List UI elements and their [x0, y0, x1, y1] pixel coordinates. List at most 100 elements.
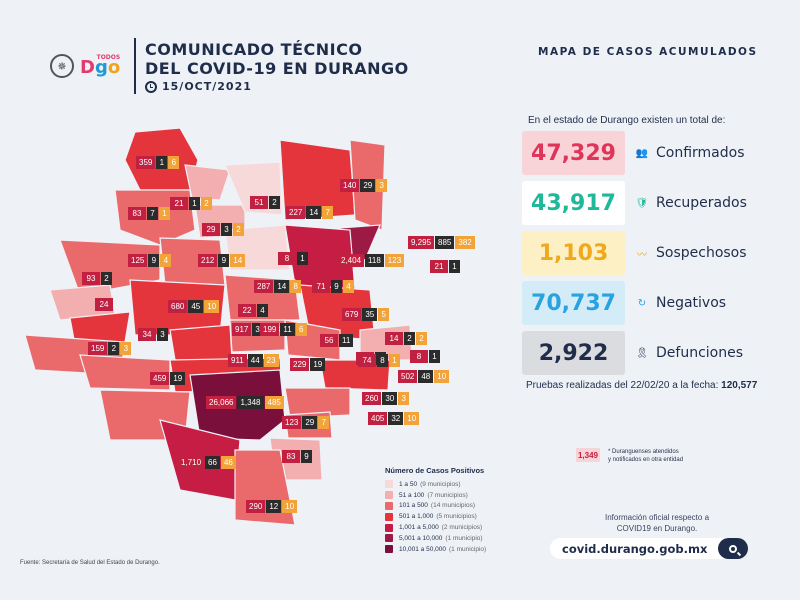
confirmados-value: 34 — [138, 328, 156, 341]
municipio-g-mez-palacio: 9,295 885 382 — [408, 236, 475, 249]
stat-value: 1,103 — [522, 231, 625, 275]
defunciones-value: 30 — [382, 392, 398, 405]
sospechosos-value: 46 — [220, 456, 236, 469]
confirmados-value: 229 — [290, 358, 310, 371]
municipio-durango: 26,066 1,348 485 — [206, 396, 284, 409]
legend-range: 501 a 1,000 — [399, 513, 434, 521]
confirmados-value: 21 — [430, 260, 448, 273]
confirmados-value: 24 — [95, 298, 113, 311]
stat-label: Defunciones — [656, 345, 744, 361]
confirmados-value: 83 — [282, 450, 300, 463]
confirmados-value: 140 — [340, 179, 360, 192]
defunciones-value: 4 — [257, 304, 268, 317]
intro-text: En el estado de Durango existen un total… — [528, 115, 726, 126]
sospechosos-value: 8 — [290, 280, 302, 293]
state-seal-icon: ✵ — [50, 54, 74, 78]
defunciones-value: 29 — [302, 416, 318, 429]
confirmados-value: 14 — [385, 332, 403, 345]
stat-sospechosos: 1,103 〰 Sospechosos — [522, 231, 762, 275]
site-url[interactable]: covid.durango.gob.mx — [562, 541, 708, 556]
confirmados-value: 260 — [362, 392, 382, 405]
confirmados-value: 680 — [168, 300, 188, 313]
region-otaez — [79, 354, 171, 391]
municipio-lerdo: 2,404 118 123 — [338, 254, 405, 267]
municipio-s-chil: 83 9 — [282, 450, 312, 463]
defunciones-value: 44 — [247, 354, 263, 367]
confirmados-value: 8 — [278, 252, 296, 265]
municipio-rodeo: 287 14 8 — [254, 280, 302, 293]
sospechosos-value: 10 — [282, 500, 298, 513]
defunciones-value: 1 — [189, 197, 200, 210]
defunciones-value: 45 — [188, 300, 204, 313]
stat-label: Confirmados — [656, 145, 745, 161]
legend-count: (7 municipios) — [427, 491, 468, 499]
municipio-coneto-de-comonfort: 199 11 6 — [260, 323, 307, 336]
confirmados-value: 83 — [128, 207, 146, 220]
defunciones-value: 1 — [429, 350, 440, 363]
municipio-ot-ez: 159 2 3 — [88, 342, 132, 355]
municipio-san-luis-del-cordero: 21 1 — [430, 260, 460, 273]
sospechosos-value: 10 — [204, 300, 220, 313]
sospechosos-value: 5 — [378, 308, 390, 321]
stat-confirmados: 47,329 👥 Confirmados — [522, 131, 762, 175]
confirmados-value: 287 — [254, 280, 274, 293]
confirmados-value: 51 — [250, 196, 268, 209]
defunciones-value: 7 — [147, 207, 158, 220]
confirmados-value: 159 — [88, 342, 108, 355]
defunciones-value: 2 — [108, 342, 120, 355]
sospechosos-value: 4 — [160, 254, 172, 267]
legend-title: Número de Casos Positivos — [385, 466, 485, 475]
municipio-vicente-guerrero: 405 32 10 — [368, 412, 420, 425]
stat-recuperados: 43,917 🛡 Recuperados — [522, 181, 762, 225]
stat-label: Recuperados — [656, 195, 747, 211]
sospechosos-value: 10 — [404, 412, 420, 425]
stat-defunciones: 2,922 🎗 Defunciones — [522, 331, 762, 375]
municipio-ocampo: 359 1 6 — [136, 156, 180, 169]
url-pill[interactable]: covid.durango.gob.mx — [550, 538, 748, 559]
municipio-mezquital: 290 12 10 — [246, 500, 298, 513]
municipio-mapim-: 227 14 7 — [286, 206, 334, 219]
legend-count: (1 municipio) — [445, 534, 483, 542]
defunciones-value: 3 — [221, 223, 232, 236]
sospechosos-value: 123 — [384, 254, 405, 267]
municipio-pueblo-nuevo: 1,710 66 46 — [178, 456, 236, 469]
refresh-icon: ↻ — [637, 297, 647, 309]
legend-item: 1 a 50 (9 municipios) — [385, 479, 486, 490]
legend-swatch — [385, 512, 393, 521]
confirmados-value: 679 — [342, 308, 362, 321]
defunciones-value: 118 — [365, 254, 384, 267]
defunciones-value: 12 — [266, 500, 282, 513]
confirmados-value: 359 — [136, 156, 156, 169]
sospechosos-value: 6 — [168, 156, 180, 169]
municipio-poanas: 260 30 3 — [362, 392, 410, 405]
defunciones-value: 1 — [297, 252, 308, 265]
confirmados-value: 502 — [398, 370, 418, 383]
defunciones-value: 2 — [269, 196, 280, 209]
municipio-guadalupe-victoria: 502 48 10 — [398, 370, 450, 383]
legend-count: (14 municipios) — [430, 502, 475, 510]
search-button[interactable] — [718, 538, 748, 559]
pruebas-value: 120,577 — [721, 380, 758, 391]
municipio-canatl-n: 911 44 23 — [228, 354, 279, 367]
people-icon: 👥 — [635, 147, 649, 159]
pruebas-text: Pruebas realizadas del 22/02/20 a la fec… — [526, 380, 758, 391]
municipio-san-juan-del-r-o: 22 4 — [238, 304, 268, 317]
municipio-canelas: 24 — [95, 298, 113, 311]
legend-count: (5 municipios) — [436, 513, 477, 521]
region-poanas — [284, 387, 351, 419]
defunciones-value: 9 — [301, 450, 312, 463]
sospechosos-value: 6 — [295, 323, 307, 336]
stat-value: 70,737 — [522, 281, 625, 325]
stat-negativos: 70,737 ↻ Negativos — [522, 281, 762, 325]
defunciones-value: 9 — [331, 280, 342, 293]
sospechosos-value: 2 — [233, 223, 244, 236]
legend-range: 101 a 500 — [399, 502, 428, 510]
municipio-gral-sim-n-bol-var: 74 8 1 — [358, 354, 400, 367]
defunciones-value: 9 — [218, 254, 230, 267]
defunciones-value: 1 — [156, 156, 168, 169]
municipio-tamazula: 34 3 — [138, 328, 168, 341]
defunciones-value: 3 — [157, 328, 168, 341]
municipio-el-oro: 212 9 14 — [198, 254, 246, 267]
sospechosos-value: 2 — [201, 197, 212, 210]
legend-item: 101 a 500 (14 municipios) — [385, 501, 486, 512]
